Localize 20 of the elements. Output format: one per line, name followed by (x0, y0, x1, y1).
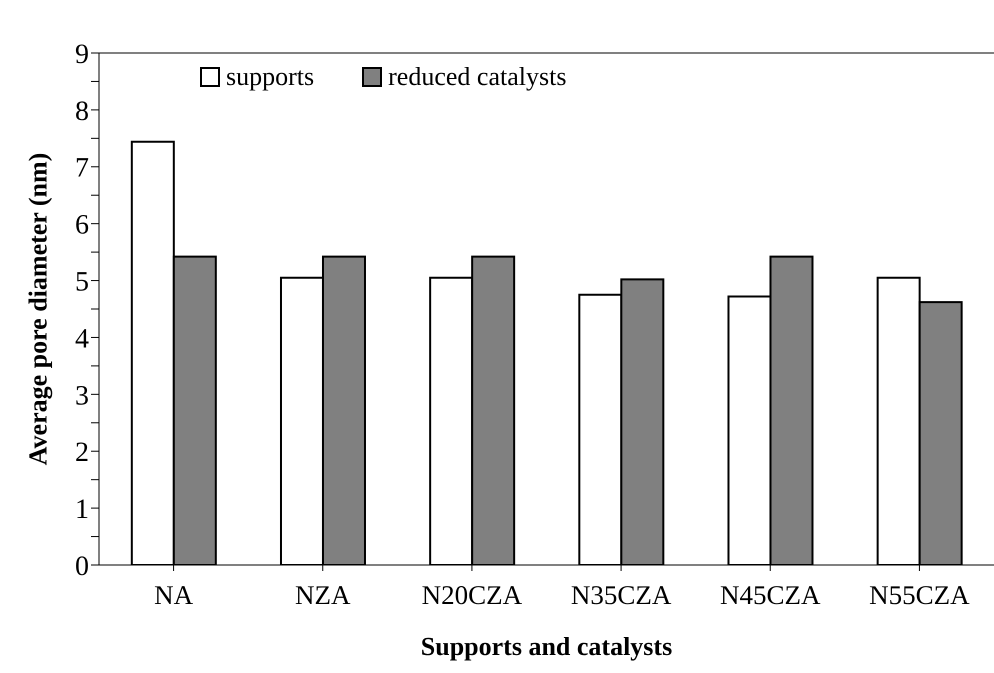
y-tick-label: 2 (75, 437, 89, 468)
y-axis-title: Average pore diameter (nm) (24, 152, 53, 466)
x-tick-label: NZA (295, 580, 351, 610)
legend-label: reduced catalysts (388, 62, 566, 92)
y-tick-label: 8 (75, 96, 89, 127)
x-tick-label: N55CZA (869, 580, 970, 610)
y-tick-label: 0 (75, 550, 89, 582)
y-tick-label: 3 (75, 380, 89, 412)
y-tick-label: 6 (75, 210, 89, 241)
x-tick-label: N20CZA (422, 580, 523, 610)
y-tick-label: 4 (75, 323, 89, 354)
legend-label: supports (226, 62, 314, 92)
x-tick-label: NA (154, 580, 194, 610)
x-tick-label: N35CZA (570, 580, 672, 610)
x-axis-title: Supports and catalysts (420, 632, 672, 661)
y-tick-label: 7 (75, 152, 89, 184)
x-tick-label: N45CZA (720, 580, 821, 610)
y-tick-label: 1 (75, 494, 89, 526)
y-tick-label: 5 (75, 266, 89, 298)
y-tick-label: 9 (75, 38, 89, 70)
